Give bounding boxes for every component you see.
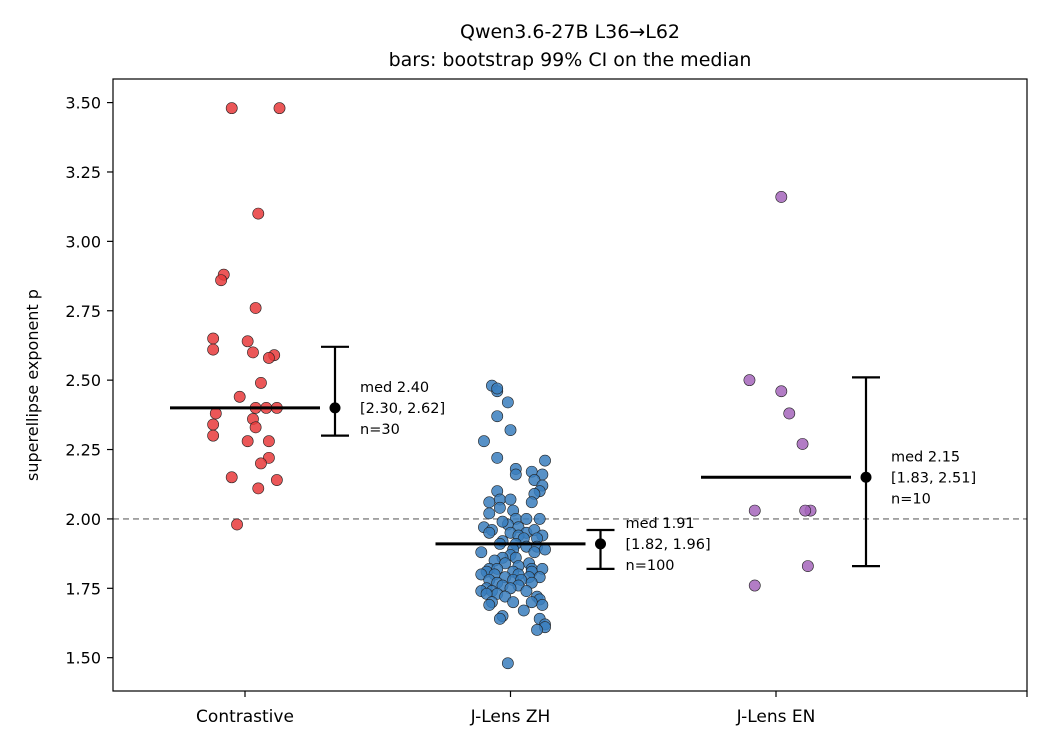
data-point [743, 374, 756, 387]
x-tick-label: J-Lens EN [736, 707, 816, 727]
data-point [491, 382, 504, 395]
data-point [801, 560, 814, 573]
y-tick-label: 3.50 [65, 94, 101, 113]
data-point [525, 596, 538, 609]
median-marker [329, 402, 341, 414]
chart-title: Qwen3.6-27B L36→L62 [460, 21, 680, 43]
data-point [491, 410, 504, 423]
y-tick-label: 3.00 [65, 232, 101, 251]
data-point [775, 385, 788, 398]
median-annotation: med 2.15 [891, 449, 960, 465]
data-point [799, 504, 812, 517]
plot-frame [112, 78, 1028, 692]
data-point [533, 513, 546, 525]
data-point [483, 507, 496, 520]
data-point [504, 582, 517, 595]
data-point [539, 543, 551, 556]
data-point [249, 421, 262, 434]
data-point [539, 454, 551, 467]
data-point [233, 390, 246, 403]
data-point [480, 587, 493, 600]
data-point [496, 515, 509, 528]
data-point [507, 596, 520, 609]
data-point [252, 482, 265, 495]
data-point [247, 346, 259, 359]
data-point [207, 418, 220, 431]
median-marker [860, 471, 872, 483]
data-point [501, 396, 514, 409]
data-point [273, 102, 286, 115]
data-point [493, 612, 506, 625]
data-point [504, 493, 517, 506]
data-point [517, 604, 530, 617]
median-annotation: med 1.91 [626, 516, 695, 532]
data-point [483, 526, 496, 539]
data-point [270, 474, 283, 486]
data-point [241, 335, 254, 348]
data-point [207, 332, 220, 345]
data-point [262, 435, 275, 448]
data-point [225, 471, 238, 484]
data-point [528, 546, 541, 559]
data-point [748, 579, 761, 592]
data-point [525, 496, 538, 509]
x-tick-label: Contrastive [196, 707, 294, 727]
chart-subtitle: bars: bootstrap 99% CI on the median [389, 49, 752, 71]
data-point [501, 657, 514, 670]
data-point [748, 504, 761, 517]
data-point [207, 429, 220, 442]
data-point [783, 407, 796, 420]
median-annotation: n=100 [626, 558, 675, 574]
y-tick-label: 1.50 [65, 649, 101, 668]
median-annotation: med 2.40 [360, 380, 429, 396]
y-tick-label: 1.75 [65, 579, 101, 598]
y-tick-label: 2.75 [65, 302, 101, 321]
data-point [255, 457, 267, 470]
data-point [255, 377, 267, 389]
data-point [509, 468, 522, 481]
data-point [531, 624, 543, 636]
median-annotation: n=10 [891, 491, 931, 507]
data-point [252, 207, 265, 220]
data-point [209, 407, 222, 420]
median-marker [595, 538, 606, 550]
plot-area: 1.50 1.75 2.00 2.25 2.50 2.75 3.00 3.25 3.50 Cont… [65, 78, 1028, 727]
data-point [475, 546, 488, 559]
data-point [231, 518, 243, 531]
median-annotation: [1.82, 1.96] [626, 537, 711, 553]
data-point [225, 102, 238, 115]
data-point [249, 302, 262, 314]
median-annotation: n=30 [360, 422, 400, 438]
data-point [478, 435, 490, 448]
data-point [483, 496, 496, 509]
data-point [520, 513, 533, 525]
data-point [520, 585, 533, 597]
data-point [493, 501, 506, 514]
data-point [215, 274, 228, 287]
data-point [491, 451, 504, 464]
data-point [775, 191, 788, 203]
median-annotation: [1.83, 2.51] [891, 470, 976, 486]
data-point [536, 599, 549, 611]
x-tick-label: J-Lens ZH [470, 707, 551, 727]
data-point [241, 435, 254, 448]
data-point [525, 576, 538, 589]
y-tick-label: 2.00 [65, 510, 101, 529]
data-point [207, 343, 220, 356]
y-axis-label: superellipse exponent p [23, 289, 42, 481]
y-tick-label: 2.25 [65, 441, 101, 460]
y-tick-label: 3.25 [65, 163, 101, 182]
data-point [483, 599, 496, 611]
data-point [262, 352, 275, 364]
data-point [504, 424, 517, 437]
y-tick-label: 2.50 [65, 371, 101, 390]
median-annotation: [2.30, 2.62] [360, 401, 445, 417]
data-point [796, 438, 809, 450]
